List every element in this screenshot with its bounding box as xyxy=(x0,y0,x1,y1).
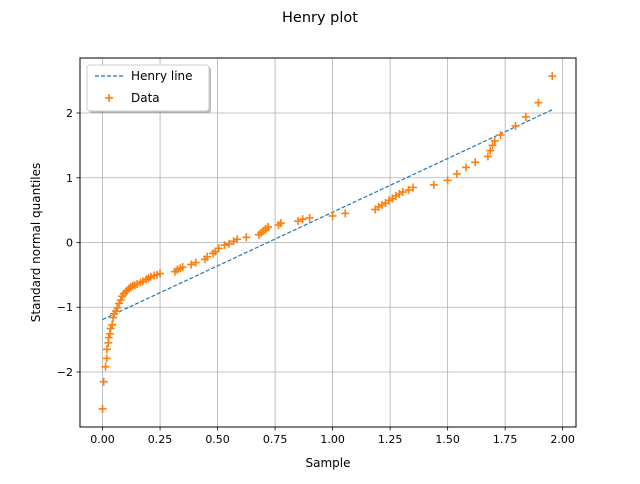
y-tick-label: 2 xyxy=(66,107,73,120)
data-point xyxy=(294,217,303,226)
legend: Henry line Data xyxy=(86,64,211,113)
data-point xyxy=(443,176,452,185)
data-point xyxy=(398,188,407,197)
x-tick-label: 0.50 xyxy=(205,433,230,446)
data-point xyxy=(156,269,165,278)
y-axis-ticks: −2 −1 0 1 2 xyxy=(57,107,80,379)
data-point xyxy=(102,345,111,354)
plot-series xyxy=(98,72,557,413)
data-point xyxy=(490,136,499,145)
data-point xyxy=(486,146,495,155)
x-tick-label: 0.75 xyxy=(263,433,288,446)
data-point xyxy=(264,222,273,231)
data-point xyxy=(113,303,122,312)
chart-title: Henry plot xyxy=(282,10,358,26)
data-point xyxy=(496,131,505,140)
data-point xyxy=(102,354,111,363)
data-point xyxy=(108,320,117,329)
legend-label: Henry line xyxy=(131,69,193,83)
data-point xyxy=(429,180,438,189)
y-tick-label: −2 xyxy=(57,366,73,379)
data-point xyxy=(511,121,520,130)
data-point xyxy=(341,209,350,218)
legend-box xyxy=(86,64,210,112)
data-point xyxy=(104,333,113,342)
data-point xyxy=(233,235,242,244)
data-point xyxy=(534,98,543,107)
data-point xyxy=(409,183,418,192)
data-point xyxy=(187,260,196,269)
data-point xyxy=(106,324,115,333)
legend-label: Data xyxy=(131,91,160,105)
data-point xyxy=(462,163,471,172)
data-point xyxy=(488,141,497,150)
x-tick-label: 0.25 xyxy=(148,433,173,446)
data-point xyxy=(116,296,125,305)
x-tick-label: 1.00 xyxy=(320,433,345,446)
x-tick-label: 1.25 xyxy=(378,433,403,446)
data-point xyxy=(521,112,530,121)
data-point xyxy=(483,152,492,161)
data-point xyxy=(98,404,107,413)
data-point xyxy=(99,377,108,386)
data-point xyxy=(298,215,307,224)
x-tick-label: 2.00 xyxy=(550,433,575,446)
data-point xyxy=(452,169,461,178)
data-point xyxy=(404,186,413,195)
x-tick-label: 1.75 xyxy=(493,433,518,446)
henry-line xyxy=(102,108,554,321)
x-axis-ticks: 0.00 0.25 0.50 0.75 1.00 1.25 1.50 1.75 2.00 xyxy=(90,427,575,446)
y-axis-label: Standard normal quantiles xyxy=(29,163,43,322)
data-point xyxy=(328,211,337,220)
data-point xyxy=(305,213,314,222)
grid xyxy=(80,58,576,427)
data-point xyxy=(471,158,480,167)
data-point xyxy=(220,241,229,250)
data-point xyxy=(109,313,118,322)
data-point xyxy=(191,258,200,267)
y-tick-label: 1 xyxy=(66,172,73,185)
data-point xyxy=(214,244,223,253)
data-point xyxy=(548,72,557,81)
data-point xyxy=(225,239,234,248)
x-axis-label: Sample xyxy=(306,456,351,470)
y-tick-label: −1 xyxy=(57,301,73,314)
data-point xyxy=(101,362,110,371)
x-tick-label: 0.00 xyxy=(90,433,115,446)
data-point xyxy=(178,263,187,272)
data-point xyxy=(242,233,251,242)
x-tick-label: 1.50 xyxy=(435,433,460,446)
data-point xyxy=(276,219,285,228)
data-point xyxy=(203,252,212,261)
y-tick-label: 0 xyxy=(66,237,73,250)
